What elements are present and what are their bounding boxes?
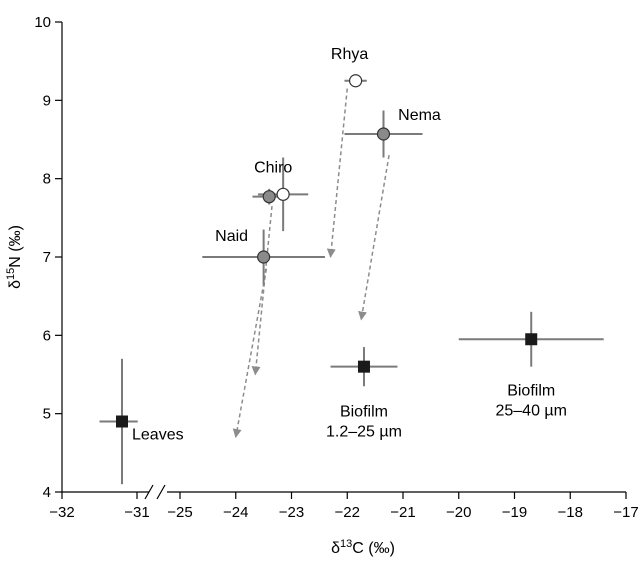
y-tick-label: 7: [43, 249, 51, 266]
label-biofilm-small: Biofilm: [340, 404, 388, 421]
label-biofilm-large: Biofilm: [507, 382, 555, 399]
trophic-arrow: [358, 155, 390, 321]
x-tick-label: −32: [49, 504, 74, 521]
y-axis-title: δ15N (‰): [5, 225, 24, 289]
trophic-arrow: [232, 268, 268, 439]
marker-chiro-gray: [262, 190, 276, 204]
marker-naid: [257, 250, 271, 264]
marker-biofilm-small: [357, 360, 370, 373]
marker-nema: [376, 127, 391, 141]
trophic-arrows: [232, 88, 390, 439]
y-tick-label: 5: [43, 406, 51, 423]
point-labels: Leaves Biofilm 1.2–25 µm Biofilm 25–40 µm Nai…: [132, 46, 567, 444]
marker-rhya: [349, 74, 363, 88]
x-tick-label: −24: [223, 504, 248, 521]
marker-chiro-open: [276, 187, 290, 201]
marker-biofilm-large: [525, 333, 538, 346]
x-tick-label: −22: [335, 504, 360, 521]
label-naid: Naid: [215, 228, 248, 245]
axis-break-mark: [144, 484, 154, 500]
x-tick-label: −20: [446, 504, 471, 521]
data-markers: [116, 74, 538, 428]
y-tick-label: 6: [43, 327, 51, 344]
x-tick-label: −18: [558, 504, 583, 521]
x-tick-label: −19: [502, 504, 527, 521]
label-nema: Nema: [398, 107, 441, 124]
x-tick-label: −31: [124, 504, 149, 521]
x-tick-label: −21: [390, 504, 415, 521]
label-biofilm-large: 25–40 µm: [495, 402, 566, 419]
trophic-arrow: [251, 206, 273, 376]
y-tick-label: 8: [43, 171, 51, 188]
y-tick-label: 4: [43, 484, 51, 501]
axis-break-mark: [156, 484, 166, 500]
y-tick-label: 9: [43, 92, 51, 109]
label-chiro-gray: Chiro: [254, 160, 292, 177]
x-tick-label: −17: [613, 504, 638, 521]
label-rhya: Rhya: [331, 46, 368, 63]
x-tick-label: −23: [279, 504, 304, 521]
y-tick-label: 10: [34, 14, 51, 31]
label-leaves: Leaves: [132, 427, 184, 444]
marker-leaves: [116, 415, 128, 428]
axes: 4 5 6 7 8 9 10 −32 −31 −25 −24 −23 −22 −21 −20 −19 −18 −1…: [34, 14, 638, 521]
trophic-arrow: [326, 88, 348, 258]
label-biofilm-small: 1.2–25 µm: [326, 424, 402, 441]
x-axis-title: δ13C (‰): [331, 538, 395, 557]
x-tick-label: −25: [167, 504, 192, 521]
